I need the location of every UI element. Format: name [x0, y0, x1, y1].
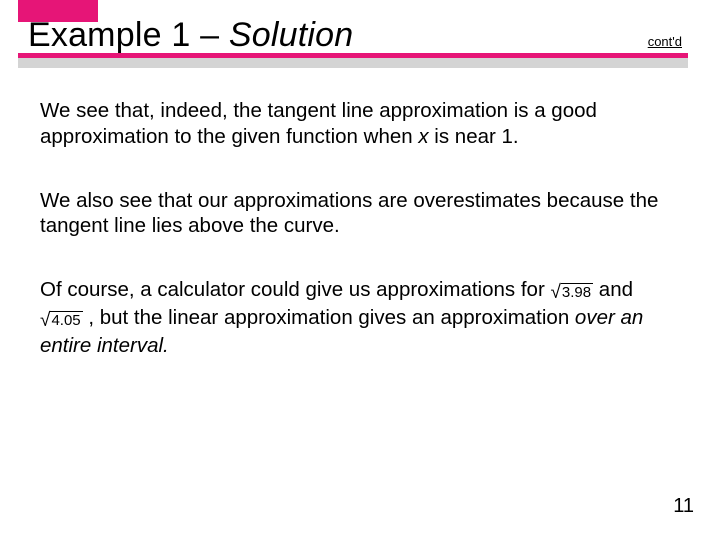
slide-header: Example 1 – Solution cont'd [0, 0, 720, 68]
sqrt-icon: √3.98 [550, 281, 593, 305]
radicand-2: 4.05 [50, 311, 82, 329]
p3-and: and [593, 278, 633, 301]
surd-symbol: √ [550, 282, 560, 303]
title-italic: Solution [229, 16, 353, 54]
radicand-1: 3.98 [561, 283, 593, 301]
paragraph-2: We also see that our approximations are … [40, 188, 680, 240]
p1-var-x: x [418, 125, 428, 148]
p1-text-b: is near 1. [429, 125, 519, 148]
paragraph-3: Of course, a calculator could give us ap… [40, 277, 680, 359]
grey-bar [18, 58, 688, 68]
page-number: 11 [673, 495, 694, 518]
contd-label: cont'd [648, 34, 682, 49]
title-row: Example 1 – Solution cont'd [0, 0, 720, 55]
surd-symbol: √ [40, 310, 50, 331]
slide-body: We see that, indeed, the tangent line ap… [0, 68, 720, 359]
title-prefix: Example 1 – [28, 16, 229, 54]
p3-text-a: Of course, a calculator could give us ap… [40, 278, 550, 301]
p3-text-b: , but the linear approximation gives an … [83, 306, 575, 329]
slide-title: Example 1 – Solution [28, 16, 353, 54]
paragraph-1: We see that, indeed, the tangent line ap… [40, 98, 680, 150]
sqrt-icon: √4.05 [40, 309, 83, 333]
